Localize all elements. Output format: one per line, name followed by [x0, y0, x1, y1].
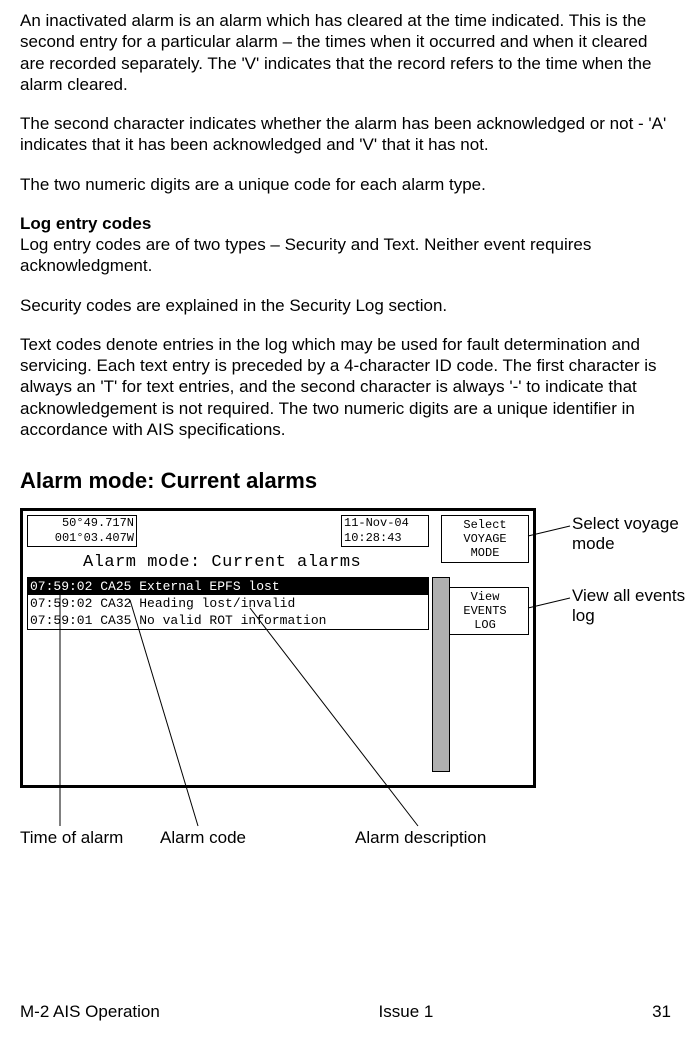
datetime-box: 11-Nov-04 10:28:43 — [341, 515, 429, 547]
select-voyage-mode-button[interactable]: Select VOYAGE MODE — [441, 515, 529, 563]
latlon-box: 50°49.717N 001°03.407W — [27, 515, 137, 547]
btn1-line2: VOYAGE — [442, 532, 528, 546]
page-footer: M-2 AIS Operation Issue 1 31 — [20, 1002, 671, 1022]
btn1-line3: MODE — [442, 546, 528, 560]
alarm-row[interactable]: 07:59:02 CA32 Heading lost/invalid — [28, 595, 428, 612]
paragraph-text-codes: Text codes denote entries in the log whi… — [20, 334, 671, 440]
log-entry-heading: Log entry codes — [20, 213, 671, 234]
paragraph-inactivated-alarm: An inactivated alarm is an alarm which h… — [20, 10, 671, 95]
footer-center: Issue 1 — [379, 1002, 434, 1022]
screen-title: Alarm mode: Current alarms — [83, 553, 361, 572]
longitude-value: 001°03.407W — [30, 531, 134, 546]
device-screen: 50°49.717N 001°03.407W 11-Nov-04 10:28:4… — [20, 508, 536, 788]
callout-view-events: View all events log — [572, 586, 691, 627]
section-heading-alarm-mode: Alarm mode: Current alarms — [20, 468, 671, 494]
callout-alarm-code: Alarm code — [160, 828, 246, 848]
figure-alarm-mode: 50°49.717N 001°03.407W 11-Nov-04 10:28:4… — [20, 508, 671, 858]
date-value: 11-Nov-04 — [344, 516, 426, 531]
time-value: 10:28:43 — [344, 531, 426, 546]
paragraph-log-types: Log entry codes are of two types – Secur… — [20, 234, 671, 277]
btn2-line3: LOG — [442, 618, 528, 632]
callout-alarm-description: Alarm description — [355, 828, 486, 848]
alarm-row-selected[interactable]: 07:59:02 CA25 External EPFS lost — [28, 578, 428, 595]
paragraph-numeric-digits: The two numeric digits are a unique code… — [20, 174, 671, 195]
alarm-row[interactable]: 07:59:01 CA35 No valid ROT information — [28, 612, 428, 629]
paragraph-second-char: The second character indicates whether t… — [20, 113, 671, 156]
btn2-line1: View — [442, 590, 528, 604]
callout-time-of-alarm: Time of alarm — [20, 828, 123, 848]
callout-select-voyage: Select voyage mode — [572, 514, 691, 555]
footer-right: 31 — [652, 1002, 671, 1022]
scrollbar[interactable] — [432, 577, 450, 772]
btn2-line2: EVENTS — [442, 604, 528, 618]
footer-left: M-2 AIS Operation — [20, 1002, 160, 1022]
alarm-list[interactable]: 07:59:02 CA25 External EPFS lost 07:59:0… — [27, 577, 429, 630]
paragraph-security-codes: Security codes are explained in the Secu… — [20, 295, 671, 316]
btn1-line1: Select — [442, 518, 528, 532]
view-events-log-button[interactable]: View EVENTS LOG — [441, 587, 529, 635]
latitude-value: 50°49.717N — [30, 516, 134, 531]
